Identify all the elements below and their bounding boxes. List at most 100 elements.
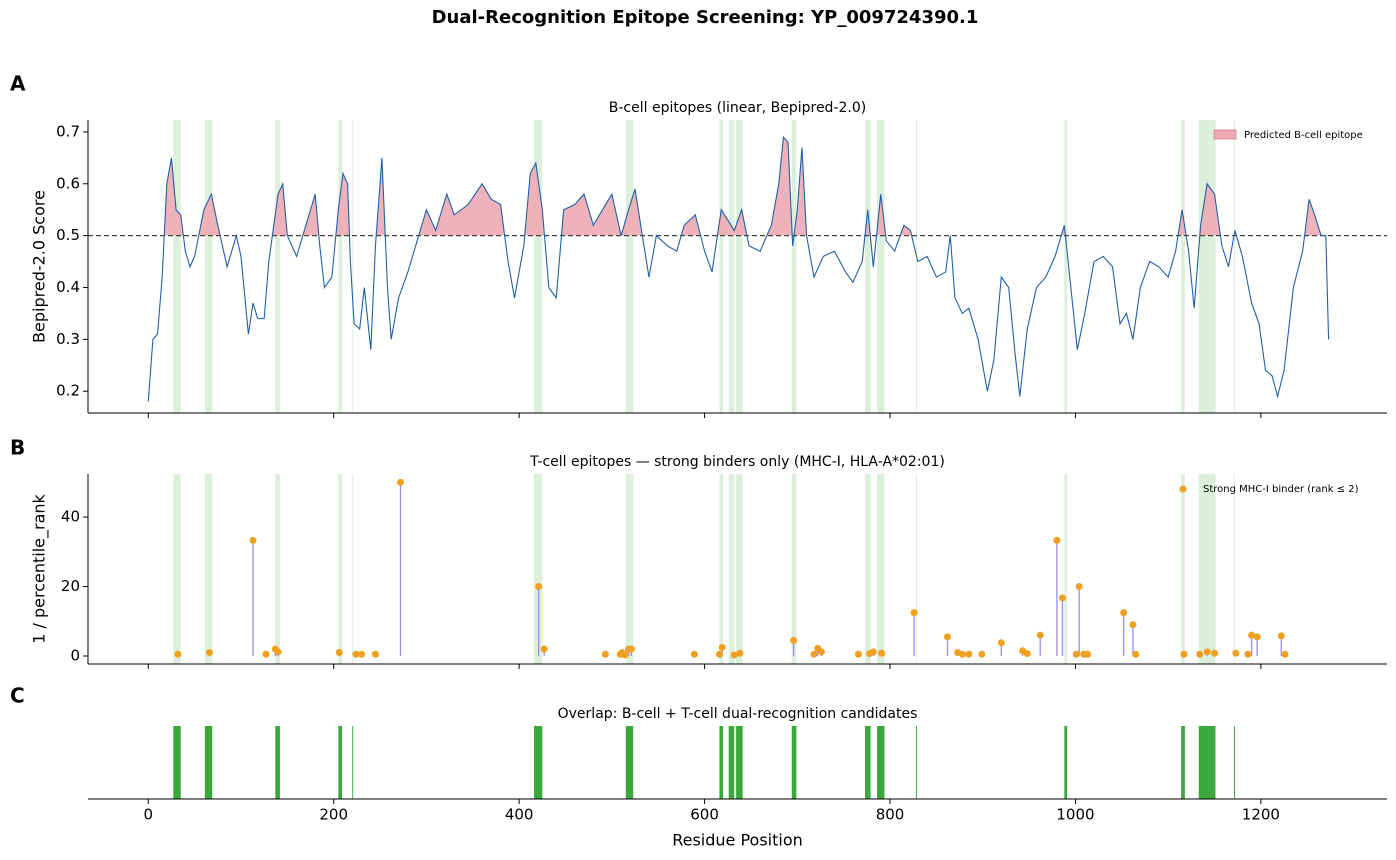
binder-point bbox=[736, 649, 744, 657]
overlap-shade bbox=[728, 120, 735, 413]
x-tick-label: 1000 bbox=[1056, 806, 1094, 824]
overlap-shade bbox=[338, 120, 343, 413]
overlap-span bbox=[791, 726, 797, 799]
binder-point bbox=[1023, 650, 1031, 658]
binder-point bbox=[1281, 650, 1289, 658]
overlap-span bbox=[533, 726, 543, 799]
y-tick-label: 0.6 bbox=[56, 174, 80, 192]
overlap-span bbox=[625, 726, 634, 799]
overlap-span bbox=[275, 726, 280, 799]
panel-title: T-cell epitopes — strong binders only (M… bbox=[529, 454, 945, 470]
overlap-shade bbox=[1181, 120, 1185, 413]
overlap-span bbox=[915, 726, 917, 799]
binder-point bbox=[1132, 650, 1140, 658]
overlap-shade bbox=[1198, 120, 1216, 413]
binder-point bbox=[1196, 650, 1204, 658]
binder-point bbox=[205, 649, 213, 657]
overlap-shade bbox=[736, 120, 743, 413]
binder-point bbox=[1120, 609, 1128, 617]
binder-point bbox=[869, 648, 877, 656]
overlap-span bbox=[1234, 726, 1235, 799]
panel-title: B-cell epitopes (linear, Bepipred-2.0) bbox=[609, 100, 866, 116]
binder-point bbox=[1084, 650, 1092, 658]
binder-point bbox=[1053, 536, 1061, 544]
overlap-span bbox=[877, 726, 885, 799]
overlap-shade bbox=[533, 120, 543, 413]
binder-point bbox=[249, 536, 257, 544]
binder-point bbox=[1180, 650, 1188, 658]
binder-point bbox=[371, 650, 379, 658]
overlap-shade bbox=[728, 474, 735, 664]
overlap-shade bbox=[1181, 474, 1185, 664]
binder-point bbox=[1075, 583, 1083, 591]
x-tick-label: 400 bbox=[505, 806, 534, 824]
overlap-shade bbox=[173, 474, 181, 664]
overlap-shade bbox=[338, 474, 343, 664]
legend-marker bbox=[1179, 485, 1187, 493]
x-tick-label: 800 bbox=[876, 806, 905, 824]
binder-point bbox=[958, 650, 966, 658]
panel-title: Overlap: B-cell + T-cell dual-recognitio… bbox=[558, 706, 918, 722]
binder-point bbox=[1277, 632, 1285, 640]
binder-point bbox=[396, 478, 404, 486]
binder-point bbox=[274, 648, 282, 656]
overlap-span bbox=[204, 726, 213, 799]
y-axis-label: 1 / percentile_rank bbox=[30, 493, 50, 643]
binder-point bbox=[1211, 649, 1219, 657]
binder-point bbox=[1203, 648, 1211, 656]
figure-title: Dual-Recognition Epitope Screening: YP_0… bbox=[432, 7, 979, 28]
overlap-span bbox=[728, 726, 735, 799]
binder-point bbox=[965, 650, 973, 658]
overlap-shade bbox=[204, 120, 213, 413]
x-tick-label: 1200 bbox=[1242, 806, 1280, 824]
binder-point bbox=[1232, 649, 1240, 657]
y-tick-label: 20 bbox=[61, 577, 80, 595]
y-tick-label: 0.5 bbox=[56, 226, 80, 244]
overlap-shade bbox=[791, 474, 797, 664]
binder-point bbox=[817, 648, 825, 656]
binder-point bbox=[627, 645, 635, 653]
overlap-shade bbox=[1234, 120, 1235, 413]
overlap-shade bbox=[864, 474, 871, 664]
overlap-shade bbox=[173, 120, 181, 413]
overlap-shade bbox=[719, 120, 724, 413]
binder-point bbox=[1253, 633, 1261, 641]
x-tick-label: 600 bbox=[690, 806, 719, 824]
binder-point bbox=[262, 650, 270, 658]
binder-point bbox=[978, 650, 986, 658]
binder-point bbox=[878, 649, 886, 657]
overlap-shade bbox=[1064, 120, 1068, 413]
binder-point bbox=[1244, 650, 1252, 658]
overlap-shade bbox=[877, 474, 885, 664]
overlap-shade bbox=[719, 474, 724, 664]
overlap-span bbox=[352, 726, 354, 799]
overlap-shade bbox=[352, 474, 354, 664]
overlap-shade bbox=[1234, 474, 1235, 664]
overlap-span bbox=[1198, 726, 1216, 799]
binder-point bbox=[730, 651, 738, 659]
overlap-span bbox=[864, 726, 871, 799]
overlap-shade bbox=[915, 474, 917, 664]
overlap-span bbox=[173, 726, 181, 799]
y-tick-label: 0 bbox=[70, 647, 80, 665]
binder-point bbox=[1248, 631, 1256, 639]
binder-point bbox=[540, 645, 548, 653]
panel-label: A bbox=[10, 72, 26, 96]
binder-point bbox=[535, 583, 543, 591]
overlap-shade bbox=[915, 120, 917, 413]
x-axis-label: Residue Position bbox=[672, 831, 803, 850]
overlap-span bbox=[338, 726, 343, 799]
binder-point bbox=[715, 650, 723, 658]
x-tick-label: 200 bbox=[319, 806, 348, 824]
overlap-span bbox=[736, 726, 743, 799]
overlap-span bbox=[719, 726, 724, 799]
panel-label: B bbox=[10, 436, 25, 460]
y-axis-label: Bepipred-2.0 Score bbox=[30, 190, 49, 343]
binder-point bbox=[358, 650, 366, 658]
x-tick-label: 0 bbox=[143, 806, 153, 824]
overlap-shade bbox=[275, 120, 280, 413]
binder-point bbox=[1058, 594, 1066, 602]
binder-point bbox=[910, 609, 918, 617]
binder-point bbox=[1036, 631, 1044, 639]
